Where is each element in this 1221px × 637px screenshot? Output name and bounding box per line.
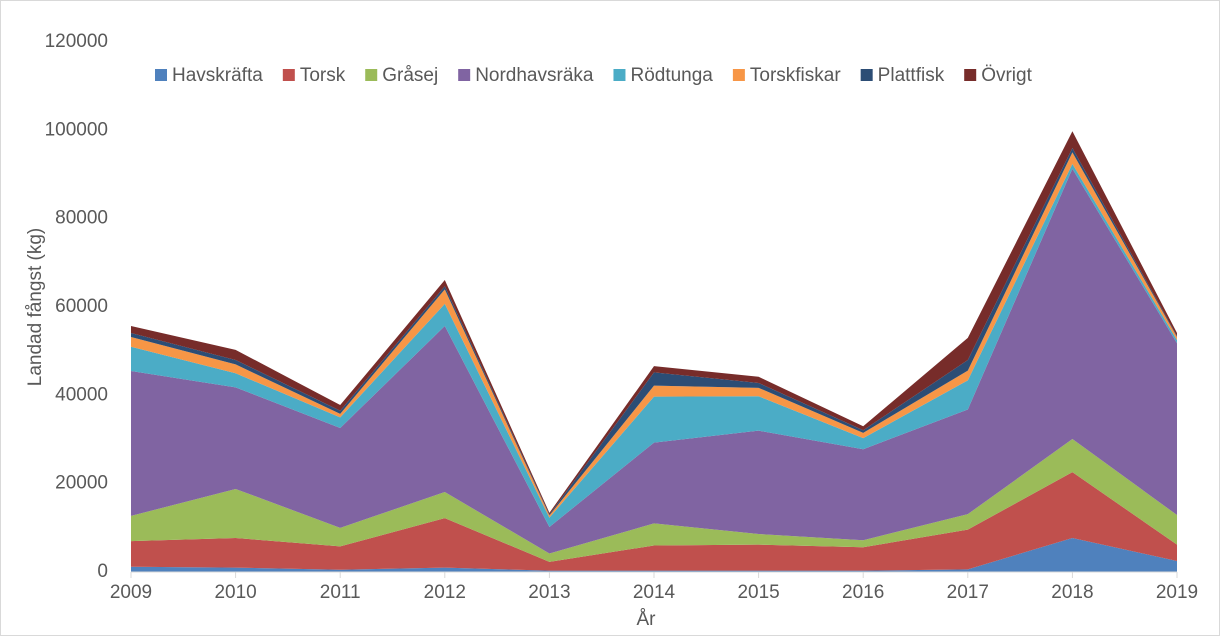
area xyxy=(131,472,1177,571)
legend-label: Torsk xyxy=(300,65,346,86)
y-tick-label: 40000 xyxy=(55,384,108,405)
x-tick-label: 2012 xyxy=(424,582,466,603)
x-tick-label: 2015 xyxy=(737,582,779,603)
y-tick-label: 100000 xyxy=(45,119,108,140)
area xyxy=(131,168,1177,554)
y-axis-label: Landad fångst (kg) xyxy=(25,228,46,386)
legend-label: Plattfisk xyxy=(878,65,945,86)
x-tick-label: 2011 xyxy=(320,582,361,603)
y-tick-label: 0 xyxy=(97,561,108,582)
y-tick-label: 20000 xyxy=(55,473,108,494)
legend-swatch xyxy=(458,69,471,81)
legend-swatch xyxy=(282,69,295,81)
x-tick-label: 2019 xyxy=(1156,582,1198,603)
area xyxy=(131,537,1177,572)
x-axis-label: År xyxy=(637,609,657,630)
x-tick-label: 2017 xyxy=(947,582,989,603)
x-tick-label: 2016 xyxy=(842,582,884,603)
area xyxy=(131,439,1177,562)
legend-label: Nordhavsräka xyxy=(475,65,594,86)
legend-label: Rödtunga xyxy=(630,65,713,86)
y-tick-label: 80000 xyxy=(55,208,108,229)
y-tick-label: 60000 xyxy=(55,296,108,317)
legend-swatch xyxy=(613,69,626,81)
legend-label: Havskräfta xyxy=(172,65,263,86)
x-tick-label: 2009 xyxy=(110,582,152,603)
legend-label: Gråsej xyxy=(382,65,438,86)
legend-swatch xyxy=(155,69,167,81)
x-tick-label: 2010 xyxy=(214,582,256,603)
y-tick-label: 120000 xyxy=(45,31,108,52)
x-tick-label: 2014 xyxy=(633,582,676,603)
x-tick-label: 2018 xyxy=(1051,582,1093,603)
legend-label: Torskfiskar xyxy=(750,65,841,86)
legend-label: Övrigt xyxy=(981,65,1032,86)
legend-swatch xyxy=(365,69,378,81)
legend-swatch xyxy=(964,69,977,81)
legend-swatch xyxy=(732,69,745,81)
legend-swatch xyxy=(860,69,873,81)
x-tick-label: 2013 xyxy=(528,582,570,603)
